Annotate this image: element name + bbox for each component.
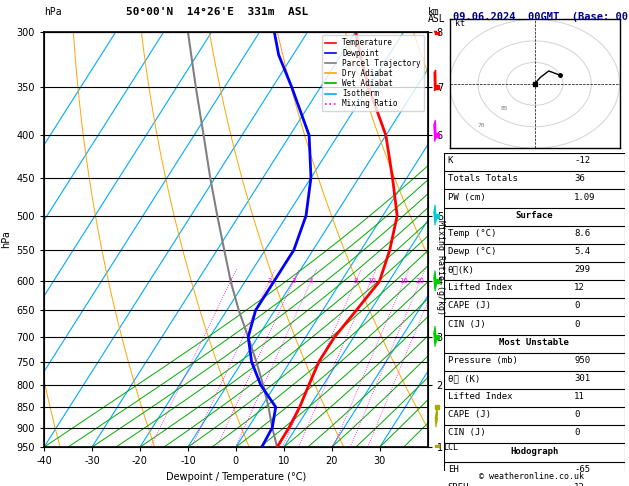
Y-axis label: hPa: hPa — [1, 230, 11, 248]
Text: LCL: LCL — [443, 443, 458, 451]
Text: 16: 16 — [399, 278, 409, 284]
Text: θᴄ(K): θᴄ(K) — [448, 265, 474, 274]
Text: Totals Totals: Totals Totals — [448, 174, 518, 183]
Text: 0: 0 — [574, 320, 579, 329]
Text: 4: 4 — [309, 278, 313, 284]
Text: EH: EH — [448, 465, 459, 474]
Text: 0: 0 — [574, 410, 579, 419]
Text: 301: 301 — [574, 374, 590, 383]
Text: Dewp (°C): Dewp (°C) — [448, 247, 496, 256]
Text: 12: 12 — [574, 483, 585, 486]
Text: 1.09: 1.09 — [574, 192, 596, 202]
Text: Surface: Surface — [516, 211, 553, 220]
Text: 50°00'N  14°26'E  331m  ASL: 50°00'N 14°26'E 331m ASL — [126, 7, 308, 17]
Text: 10: 10 — [367, 278, 376, 284]
Text: ASL: ASL — [428, 14, 445, 24]
Text: Lifted Index: Lifted Index — [448, 392, 512, 401]
Text: 1: 1 — [228, 278, 233, 284]
Text: Hodograph: Hodograph — [510, 447, 559, 455]
Text: 299: 299 — [574, 265, 590, 274]
Text: -65: -65 — [574, 465, 590, 474]
Text: 09.06.2024  00GMT  (Base: 00): 09.06.2024 00GMT (Base: 00) — [453, 12, 629, 22]
Text: km: km — [428, 7, 440, 17]
Text: CIN (J): CIN (J) — [448, 320, 486, 329]
Text: 85: 85 — [501, 105, 508, 111]
Text: 2: 2 — [267, 278, 272, 284]
Text: hPa: hPa — [44, 7, 62, 17]
Text: CAPE (J): CAPE (J) — [448, 301, 491, 311]
Text: kt: kt — [455, 19, 465, 28]
Text: CAPE (J): CAPE (J) — [448, 410, 491, 419]
Text: PW (cm): PW (cm) — [448, 192, 486, 202]
Text: K: K — [448, 156, 453, 165]
Text: Lifted Index: Lifted Index — [448, 283, 512, 292]
Text: 8: 8 — [354, 278, 359, 284]
Text: 950: 950 — [574, 356, 590, 365]
Text: 20: 20 — [416, 278, 425, 284]
Text: 0: 0 — [574, 429, 579, 437]
Text: SREH: SREH — [448, 483, 469, 486]
Text: 36: 36 — [574, 174, 585, 183]
Legend: Temperature, Dewpoint, Parcel Trajectory, Dry Adiabat, Wet Adiabat, Isotherm, Mi: Temperature, Dewpoint, Parcel Trajectory… — [321, 35, 424, 111]
Text: Temp (°C): Temp (°C) — [448, 229, 496, 238]
Text: 11: 11 — [574, 392, 585, 401]
Text: CIN (J): CIN (J) — [448, 429, 486, 437]
Text: θᴄ (K): θᴄ (K) — [448, 374, 480, 383]
Text: Pressure (mb): Pressure (mb) — [448, 356, 518, 365]
Text: Mixing Ratio (g/kg): Mixing Ratio (g/kg) — [436, 220, 445, 315]
Text: 12: 12 — [574, 283, 585, 292]
Text: 0: 0 — [574, 301, 579, 311]
Text: Most Unstable: Most Unstable — [499, 338, 569, 347]
Text: 3: 3 — [291, 278, 296, 284]
Text: 5.4: 5.4 — [574, 247, 590, 256]
Text: -12: -12 — [574, 156, 590, 165]
Text: 70: 70 — [478, 123, 486, 128]
Text: 8.6: 8.6 — [574, 229, 590, 238]
X-axis label: Dewpoint / Temperature (°C): Dewpoint / Temperature (°C) — [166, 472, 306, 482]
Text: © weatheronline.co.uk: © weatheronline.co.uk — [479, 472, 584, 481]
